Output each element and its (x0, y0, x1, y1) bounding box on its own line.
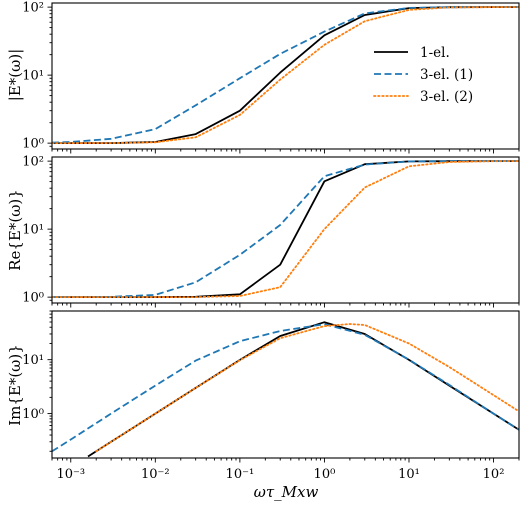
plot-frame (51, 2, 520, 150)
y-tick-label: 10⁰ (22, 407, 44, 422)
y-tick-label: 10² (22, 1, 44, 16)
series-line-3-el-2 (52, 6, 519, 144)
plot-frame (51, 156, 520, 304)
y-tick-label: 10¹ (22, 353, 44, 368)
series-group (52, 6, 519, 144)
y-tick-label: 10⁰ (22, 137, 44, 152)
y-tick-label: 10¹ (22, 69, 44, 84)
series-line-3-el-1 (52, 6, 519, 144)
series-group (52, 321, 519, 458)
ylabel-panel-2: Re{E*(ω)} (6, 189, 24, 271)
x-tick-label: 10⁰ (314, 467, 336, 482)
series-line-1-el (52, 160, 519, 298)
series-line-3-el-2 (52, 160, 519, 298)
legend-label: 3-el. (1) (420, 67, 473, 83)
series-line-3-el-1 (52, 160, 519, 298)
series-line-3-el-2 (95, 323, 519, 453)
y-tick-label: 10¹ (22, 223, 44, 238)
panel-1: 10⁰ 10¹ 10² 1-el. 3-el. (1) 3-el. (2) (22, 1, 520, 154)
legend-label: 1-el. (420, 45, 450, 61)
ylabel-panel-3: Im{E*(ω)} (6, 344, 24, 426)
legend-label: 3-el. (2) (420, 89, 473, 105)
legend: 1-el. 3-el. (1) 3-el. (2) (373, 45, 473, 105)
series-line-1-el (87, 321, 519, 458)
x-tick-label: 10⁻² (141, 467, 170, 482)
xlabel: ωτ_Mxw (254, 483, 319, 501)
y-tick-label: 10⁰ (22, 291, 44, 306)
plot-frame (51, 310, 520, 459)
x-tick-label: 10² (483, 467, 505, 482)
x-tick-label: 10¹ (398, 467, 420, 482)
series-line-3-el-1 (52, 323, 519, 453)
panel-3: 10⁰ 10¹ 10⁻³ 10⁻² 10⁻¹ 10⁰ 10¹ 10² (22, 310, 520, 482)
series-group (52, 160, 519, 298)
x-tick-label: 10⁻³ (56, 467, 85, 482)
panel-2: 10⁰ 10¹ 10² (22, 155, 520, 308)
x-tick-label: 10⁻¹ (226, 467, 255, 482)
ylabel-panel-1: |E*(ω)| (6, 49, 24, 102)
y-tick-label: 10² (22, 155, 44, 170)
